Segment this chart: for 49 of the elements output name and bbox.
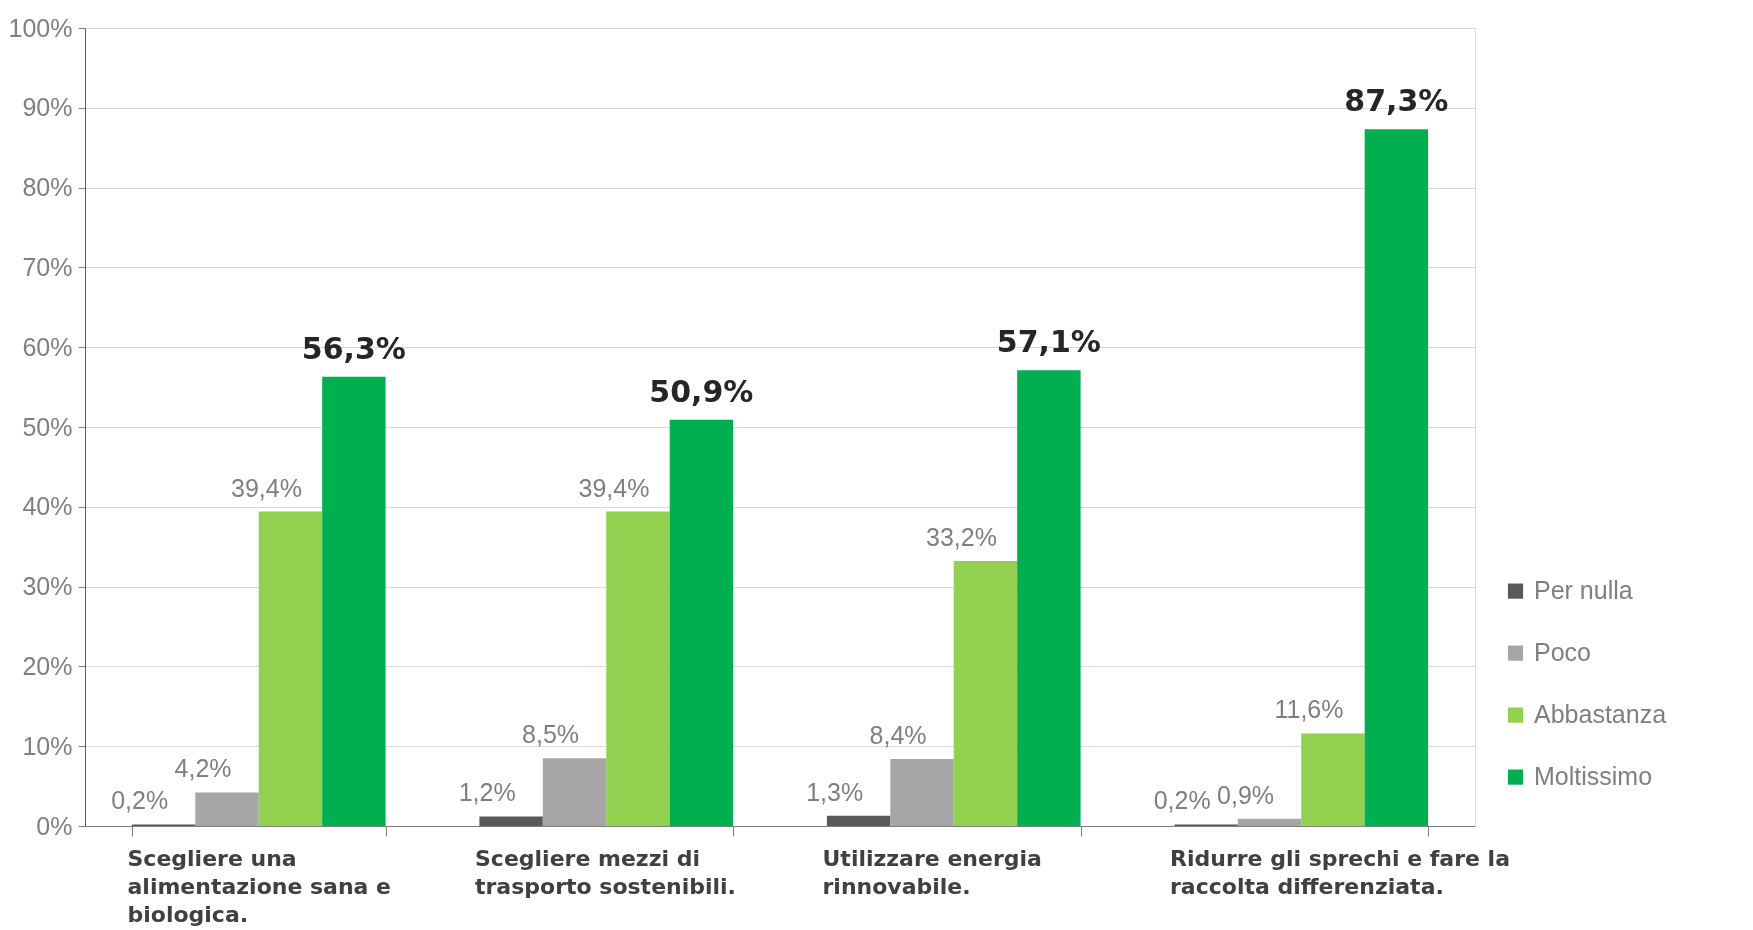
data-label: 8,4%: [869, 720, 927, 749]
data-label: 87,3%: [1344, 83, 1449, 119]
y-tick-label: 70%: [22, 252, 73, 281]
bar: [669, 419, 734, 826]
legend-label: Per nulla: [1534, 576, 1633, 605]
bar: [195, 792, 259, 826]
bar: [1301, 733, 1365, 826]
x-tick-label: Scegliere una alimentazione sana e biologica.: [127, 845, 392, 927]
y-tick-label: 90%: [22, 93, 73, 122]
y-tick-label: 30%: [22, 572, 73, 601]
y-tick-label: 20%: [22, 651, 73, 680]
data-label: 0,2%: [111, 786, 169, 815]
bar: [1017, 370, 1081, 826]
data-label: 8,5%: [522, 720, 580, 749]
legend-label: Poco: [1534, 638, 1591, 667]
x-tick-label: Ridurre gli sprechi e fare la raccolta differenziata.: [1170, 845, 1510, 899]
data-label: 57,1%: [996, 324, 1101, 360]
x-tick-label: Utilizzare energia rinnovabile.: [822, 845, 1042, 899]
y-tick-label: 80%: [22, 173, 73, 202]
bar: [890, 758, 954, 826]
bar: [606, 511, 670, 826]
data-label: 56,3%: [301, 330, 406, 366]
bar: [542, 758, 607, 826]
legend-label: Abbastanza: [1534, 700, 1667, 729]
y-tick-label: 10%: [22, 731, 73, 760]
data-label: 0,2%: [1153, 786, 1211, 815]
bar: [1364, 129, 1429, 826]
data-label: 1,3%: [806, 777, 864, 806]
bar: [479, 816, 543, 826]
data-label: 33,2%: [926, 523, 997, 552]
data-label: 39,4%: [231, 473, 302, 502]
bar: [1237, 818, 1302, 826]
bar: [953, 561, 1018, 826]
data-label: 1,2%: [458, 778, 516, 807]
legend-label: Moltissimo: [1534, 762, 1653, 791]
data-label: 11,6%: [1274, 695, 1344, 724]
bar: [258, 511, 323, 826]
y-tick-label: 50%: [22, 412, 73, 441]
data-label: 50,9%: [649, 373, 754, 409]
y-tick-label: 60%: [22, 332, 73, 361]
data-label: 0,9%: [1217, 780, 1275, 809]
bar: [826, 815, 891, 826]
y-tick-label: 100%: [8, 13, 73, 42]
data-label: 39,4%: [578, 473, 650, 502]
x-tick-label: Scegliere mezzi di trasporto sostenibili.: [475, 845, 736, 899]
data-label: 4,2%: [174, 754, 232, 783]
y-tick-label: 0%: [36, 811, 73, 840]
y-tick-label: 40%: [22, 492, 73, 521]
bar: [322, 376, 386, 826]
